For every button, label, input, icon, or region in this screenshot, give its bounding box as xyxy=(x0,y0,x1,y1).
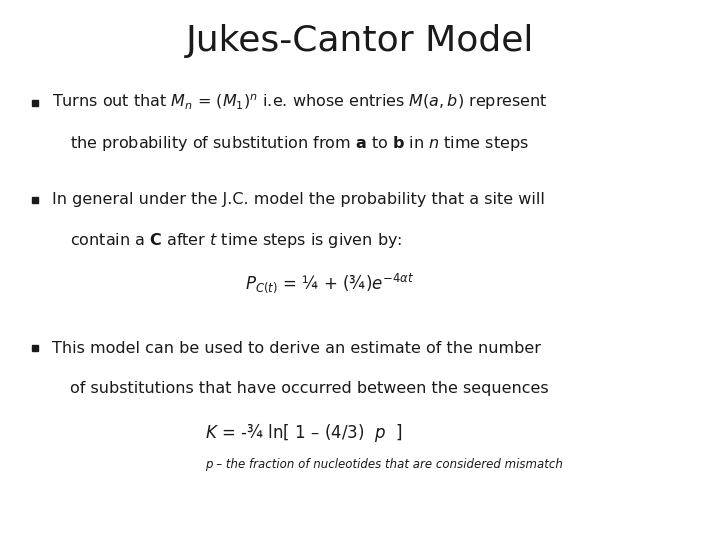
Text: Turns out that $M_n$ = $(M_1)^n$ i.e. whose entries $M(a,b)$ represent: Turns out that $M_n$ = $(M_1)^n$ i.e. wh… xyxy=(52,93,547,112)
Text: $K$ = -¾ ln[ 1 – (4/3)  $p$  ]: $K$ = -¾ ln[ 1 – (4/3) $p$ ] xyxy=(205,421,403,443)
Text: the probability of substitution from $\mathbf{a}$ to $\mathbf{b}$ in $n$ time st: the probability of substitution from $\m… xyxy=(70,133,528,153)
Text: of substitutions that have occurred between the sequences: of substitutions that have occurred betw… xyxy=(70,381,549,396)
Text: p – the fraction of nucleotides that are considered mismatch: p – the fraction of nucleotides that are… xyxy=(205,458,563,471)
Text: $P_{C(t)}$ = ¼ + (¾)$e^{-4\alpha t}$: $P_{C(t)}$ = ¼ + (¾)$e^{-4\alpha t}$ xyxy=(245,272,414,295)
Text: In general under the J.C. model the probability that a site will: In general under the J.C. model the prob… xyxy=(52,192,545,207)
Text: This model can be used to derive an estimate of the number: This model can be used to derive an esti… xyxy=(52,341,541,356)
Text: Jukes-Cantor Model: Jukes-Cantor Model xyxy=(186,24,534,58)
Text: contain a $\mathbf{C}$ after $t$ time steps is given by:: contain a $\mathbf{C}$ after $t$ time st… xyxy=(70,231,402,250)
